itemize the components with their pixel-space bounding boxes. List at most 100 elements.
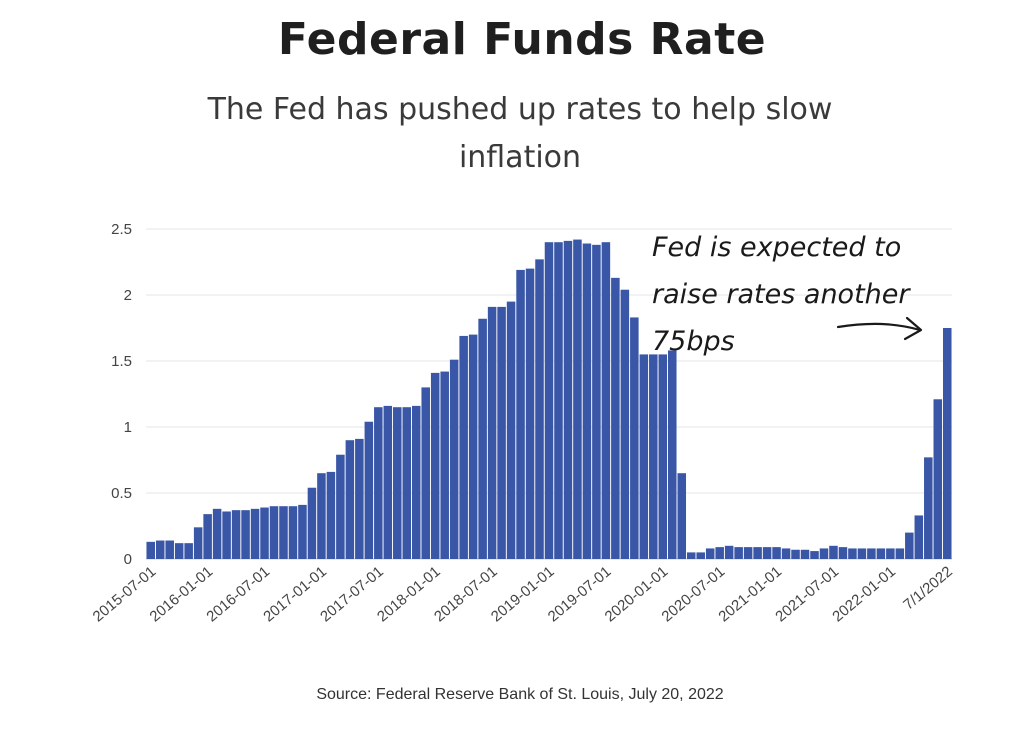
bar: [696, 552, 705, 559]
bar: [326, 471, 336, 559]
bar: [715, 547, 724, 559]
bar: [829, 545, 838, 559]
y-tick-label: 1.5: [111, 353, 132, 370]
bar: [705, 548, 715, 559]
bar: [459, 335, 468, 559]
bar: [497, 306, 506, 559]
bar: [146, 541, 155, 559]
source-note: Source: Federal Reserve Bank of St. Loui…: [316, 686, 724, 703]
bar: [905, 532, 914, 559]
bar: [165, 540, 174, 559]
bar: [317, 473, 326, 559]
bar: [620, 289, 630, 559]
bar: [468, 334, 478, 559]
bar: [269, 506, 279, 559]
bar: [838, 547, 848, 559]
bar: [250, 508, 260, 559]
bar: [203, 514, 212, 559]
bar: [810, 551, 819, 559]
bar: [895, 548, 905, 559]
bar: [193, 527, 203, 559]
bar: [402, 407, 412, 559]
bar: [336, 454, 345, 559]
bar: [449, 359, 459, 559]
bar: [374, 407, 383, 559]
bar: [924, 457, 933, 559]
bar: [516, 269, 525, 559]
bar: [535, 259, 544, 559]
bar: [611, 277, 620, 559]
bar: [743, 547, 753, 559]
y-tick-label: 0.5: [111, 485, 132, 502]
y-axis-ticks: 0 0.5 1 1.5 2 2.5: [111, 221, 132, 568]
bar: [639, 354, 649, 559]
bar: [241, 510, 250, 559]
chart-title: Federal Funds Rate: [277, 14, 767, 65]
bar: [430, 372, 440, 559]
bar: [411, 405, 421, 559]
bar: [440, 371, 449, 559]
bar: [734, 547, 743, 559]
annotation-arrow-head: [903, 316, 923, 341]
bar: [421, 387, 430, 559]
bar: [174, 543, 184, 559]
bar: [658, 354, 668, 559]
bar: [857, 548, 867, 559]
bar: [155, 540, 165, 559]
bar: [677, 473, 687, 559]
bar: [876, 548, 886, 559]
x-axis-ticks: 2015-07-012016-01-012016-07-012017-01-01…: [90, 563, 956, 625]
chart-subtitle: The Fed has pushed up rates to help slow…: [207, 92, 833, 175]
bar: [231, 510, 241, 559]
bar: [933, 399, 943, 559]
bar: [393, 407, 402, 559]
bar: [260, 507, 269, 559]
bar: [279, 506, 288, 559]
bar: [544, 242, 554, 559]
bar: [222, 511, 231, 559]
x-tick-label: 2022-01-01: [829, 563, 899, 625]
bar: [582, 243, 592, 559]
bar: [573, 239, 582, 559]
bars-layer: [146, 239, 952, 559]
bar: [184, 543, 193, 559]
bar: [800, 549, 810, 559]
bar: [288, 506, 298, 559]
bar: [942, 328, 952, 559]
x-tick-label: 7/1/2022: [900, 563, 956, 614]
bar: [478, 318, 487, 559]
bar: [212, 508, 222, 559]
bar: [668, 350, 677, 559]
bar: [630, 317, 639, 559]
bar: [848, 548, 857, 559]
annotation-arrow-line: [836, 322, 922, 332]
bar: [914, 515, 924, 559]
bar: [563, 240, 573, 559]
bar: [762, 547, 772, 559]
bar: [686, 552, 696, 559]
bar: [383, 405, 393, 559]
bar: [592, 244, 601, 559]
y-tick-label: 0: [124, 551, 132, 568]
bar: [772, 547, 781, 559]
bar: [345, 440, 355, 559]
bar: [601, 242, 611, 559]
bar: [649, 354, 658, 559]
bar: [791, 549, 800, 559]
bar: [819, 548, 829, 559]
bar: [298, 504, 307, 559]
bar: [724, 545, 734, 559]
bar: [554, 242, 563, 559]
bar: [525, 268, 535, 559]
y-tick-label: 1: [124, 419, 132, 436]
chart-annotation: Fed is expected to raise rates another 7…: [652, 232, 910, 357]
bar: [506, 301, 516, 559]
bar: [781, 548, 791, 559]
bar: [886, 548, 895, 559]
bar: [753, 547, 762, 559]
bar: [867, 548, 876, 559]
y-tick-label: 2.5: [111, 221, 132, 238]
bar: [364, 421, 374, 559]
bar: [355, 438, 364, 559]
